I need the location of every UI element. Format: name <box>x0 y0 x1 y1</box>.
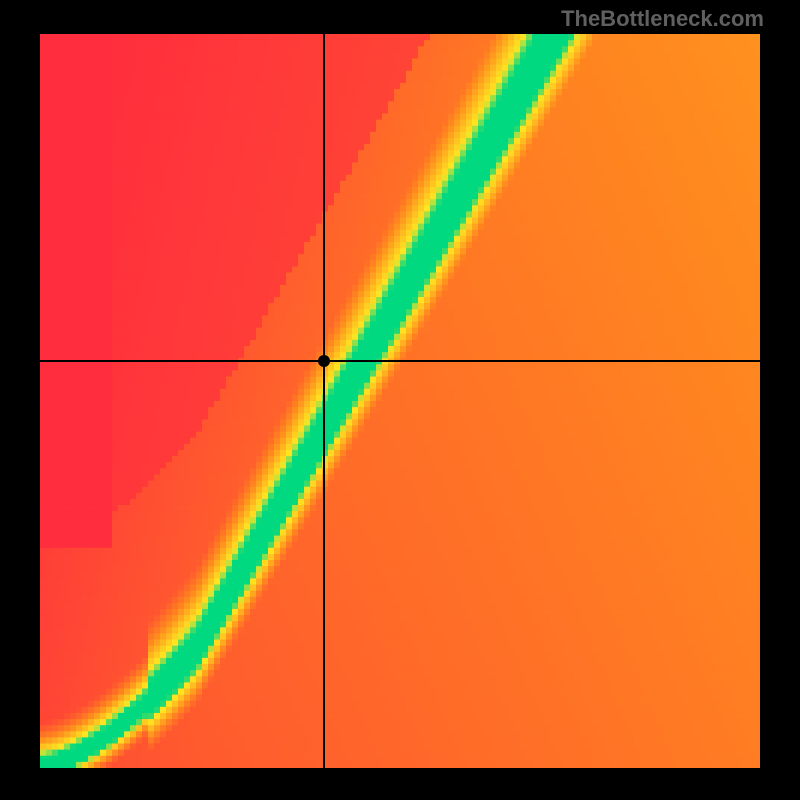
plot-area <box>40 34 760 768</box>
watermark-text: TheBottleneck.com <box>561 6 764 32</box>
crosshair-vertical <box>323 34 325 768</box>
crosshair-horizontal <box>40 360 760 362</box>
bottleneck-heatmap <box>40 34 760 768</box>
crosshair-marker <box>318 355 330 367</box>
chart-container: { "watermark": { "text": "TheBottleneck.… <box>0 0 800 800</box>
